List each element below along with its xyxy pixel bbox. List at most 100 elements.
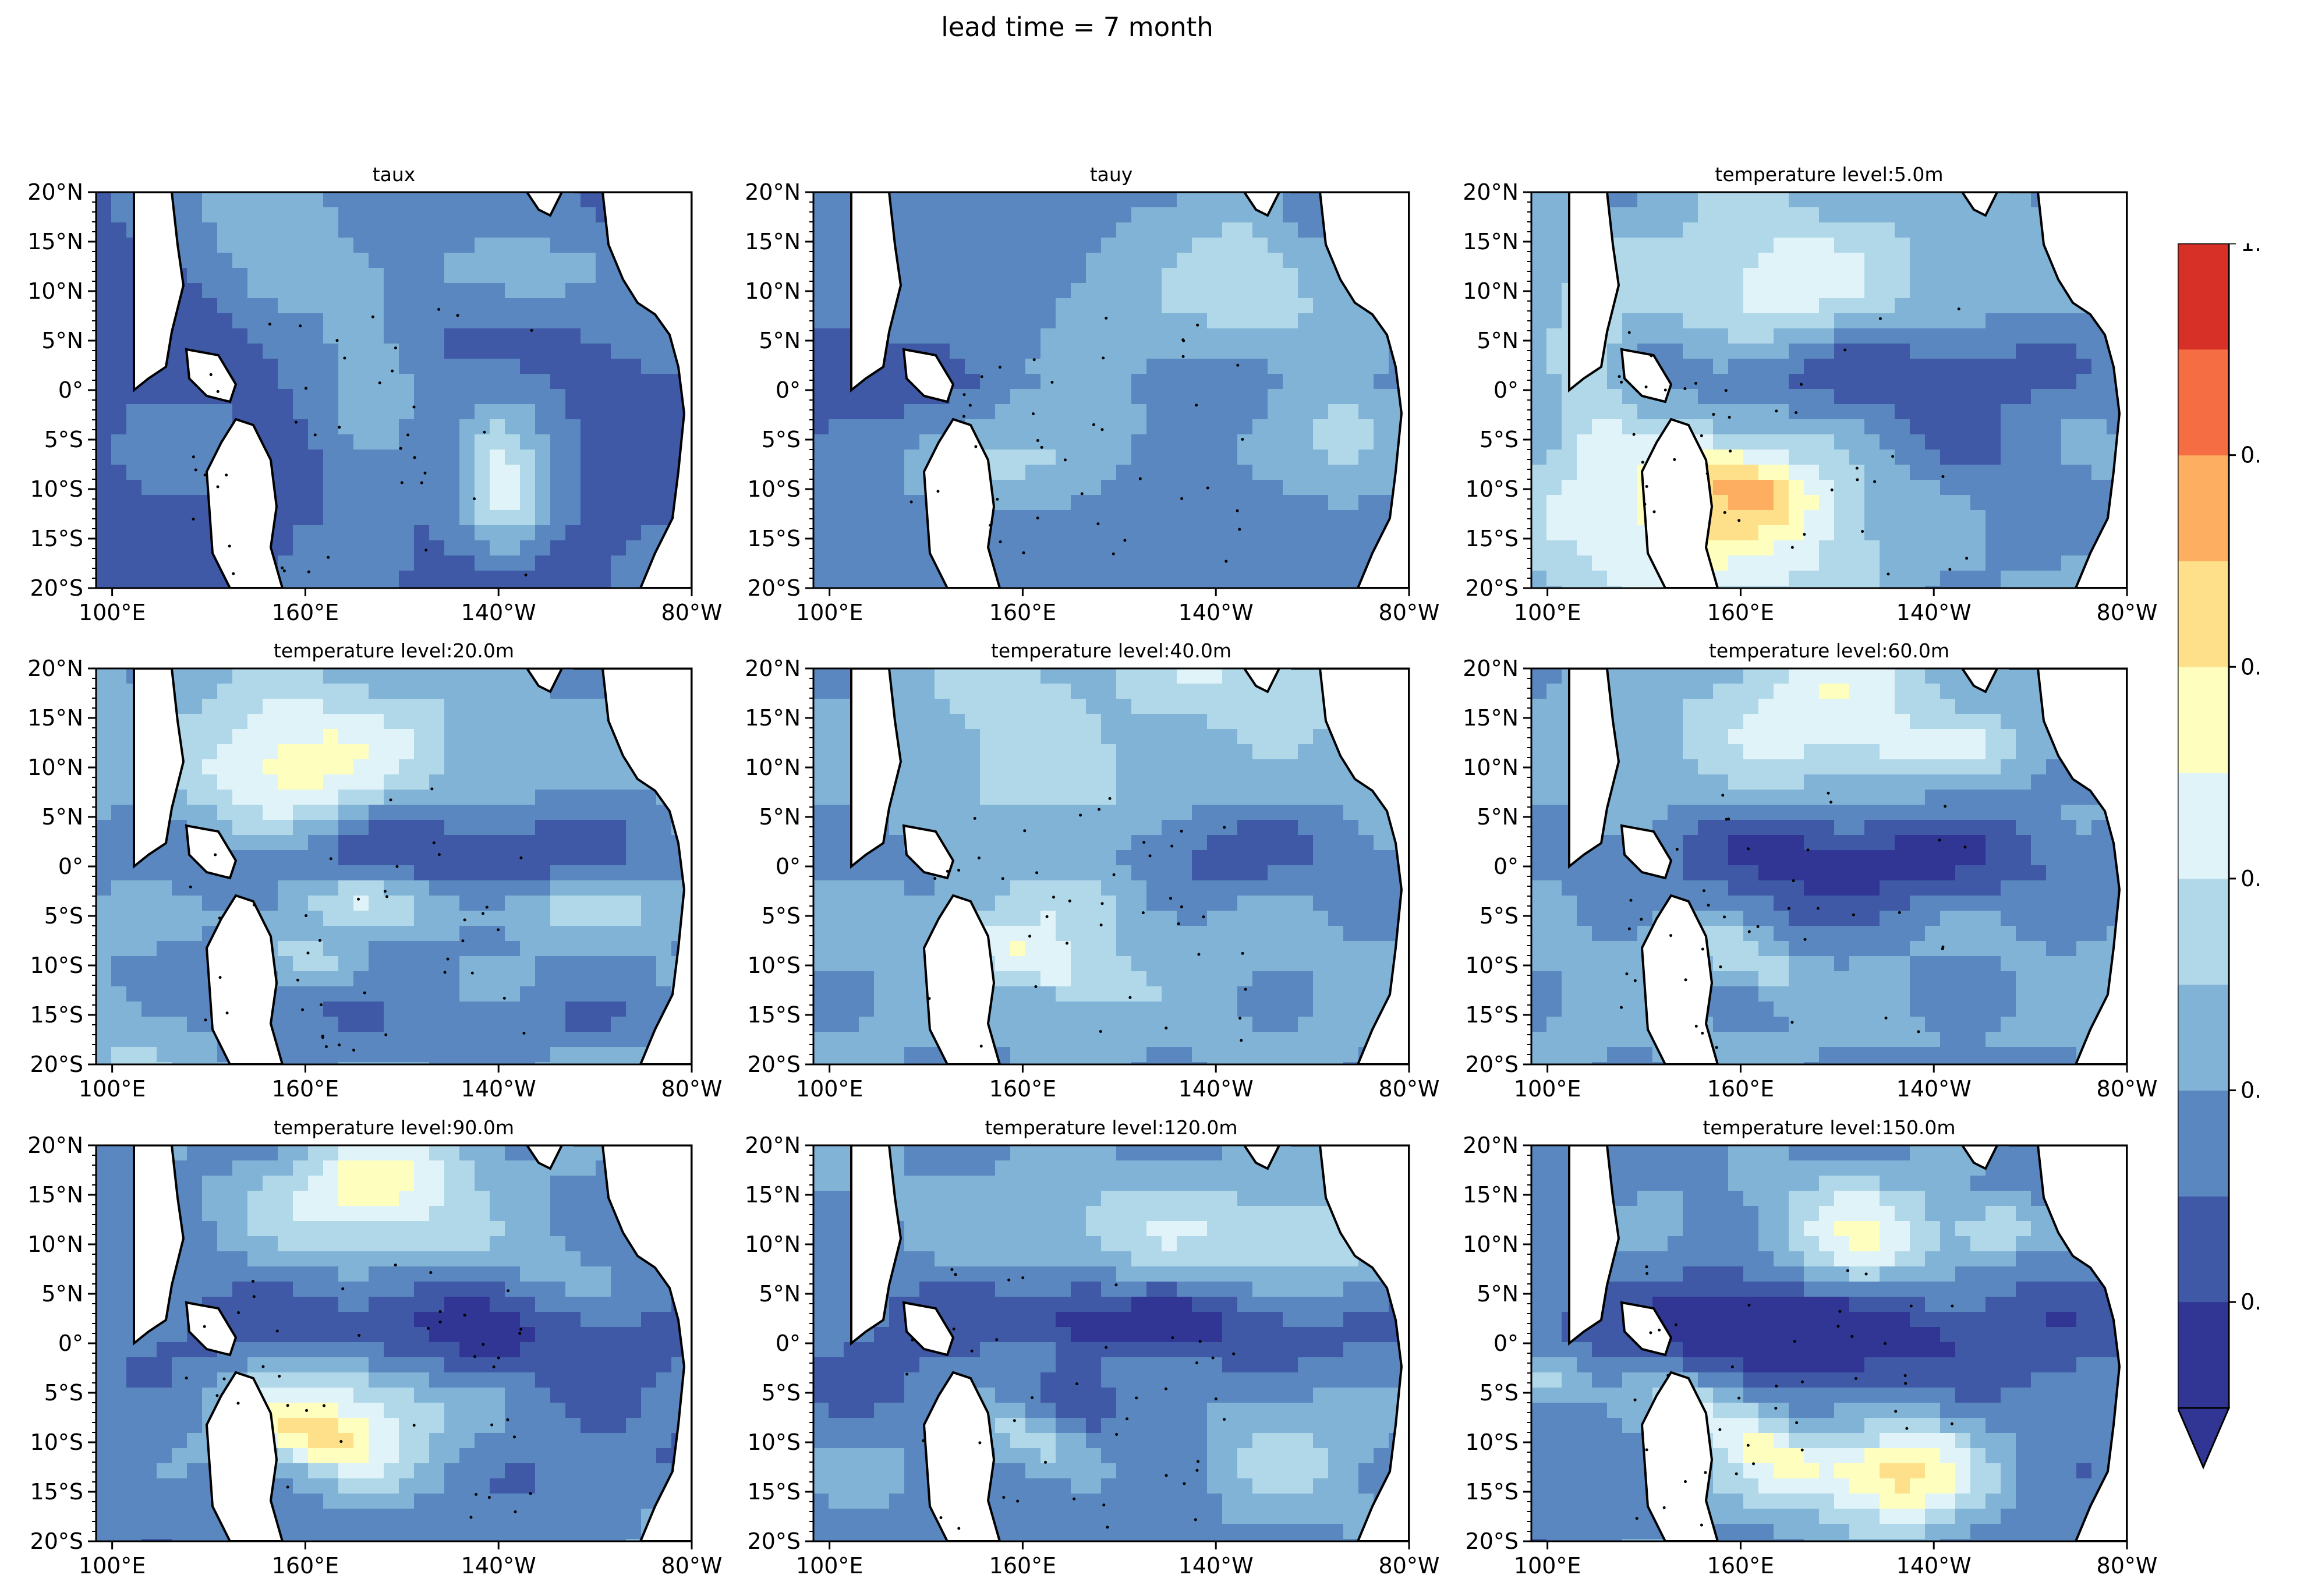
land-layer bbox=[133, 1145, 692, 1541]
island bbox=[1100, 902, 1104, 905]
island bbox=[1241, 438, 1244, 441]
island bbox=[1141, 911, 1145, 915]
island bbox=[1775, 409, 1778, 413]
y-tick-label: 15°N bbox=[1463, 229, 1519, 254]
island bbox=[911, 1338, 914, 1342]
colorbar-tick-label: 1.0 bbox=[2241, 243, 2259, 256]
island bbox=[1662, 1506, 1666, 1509]
landmass bbox=[850, 1145, 903, 1346]
island bbox=[519, 1328, 523, 1331]
island bbox=[512, 1435, 516, 1439]
island bbox=[1063, 458, 1067, 462]
island bbox=[305, 1409, 309, 1412]
island bbox=[1142, 841, 1146, 844]
island bbox=[429, 1271, 433, 1275]
island bbox=[1715, 1046, 1718, 1049]
island bbox=[1963, 845, 1967, 849]
island bbox=[950, 1268, 954, 1271]
island bbox=[1099, 1029, 1102, 1033]
y-tick-label: 20°N bbox=[1463, 179, 1519, 205]
island bbox=[977, 856, 981, 859]
x-tick-label: 140°W bbox=[1896, 1553, 1972, 1579]
y-tick-label: 5°N bbox=[41, 1281, 83, 1307]
island bbox=[1864, 1272, 1868, 1276]
island bbox=[1065, 942, 1068, 945]
island bbox=[1105, 1346, 1108, 1349]
landmass bbox=[902, 1301, 955, 1357]
landmass bbox=[1243, 1145, 1281, 1170]
island bbox=[1211, 1356, 1215, 1360]
island bbox=[1106, 1526, 1109, 1529]
island bbox=[1965, 557, 1969, 560]
colorbar-extend bbox=[2176, 1407, 2231, 1470]
x-tick-label: 100°E bbox=[1514, 600, 1581, 625]
y-tick-label: 5°S bbox=[44, 427, 83, 452]
landmass bbox=[922, 894, 1001, 1064]
y-tick-label: 5°S bbox=[1480, 427, 1519, 452]
island bbox=[1180, 497, 1184, 500]
island bbox=[1105, 316, 1108, 320]
y-tick-label: 10°N bbox=[1463, 278, 1519, 304]
island bbox=[1674, 1323, 1677, 1326]
landmass bbox=[525, 1145, 564, 1170]
landmass bbox=[1640, 1371, 1719, 1541]
island bbox=[209, 373, 213, 376]
y-tick-label: 5°N bbox=[759, 328, 801, 353]
island bbox=[1747, 930, 1751, 933]
island bbox=[1792, 879, 1795, 882]
island bbox=[1957, 307, 1960, 311]
y-tick-label: 5°S bbox=[762, 427, 801, 452]
island bbox=[278, 1374, 281, 1378]
field-layer bbox=[96, 192, 692, 588]
y-tick-label: 5°N bbox=[759, 1281, 801, 1307]
y-tick-label: 10°N bbox=[27, 1231, 83, 1257]
island bbox=[225, 473, 228, 477]
x-tick-label: 100°E bbox=[1514, 1076, 1581, 1102]
island bbox=[412, 1424, 416, 1427]
island bbox=[1803, 937, 1807, 941]
y-tick-label: 15°N bbox=[1463, 1182, 1519, 1208]
island bbox=[1635, 1517, 1638, 1520]
colorbar-tick-label: 0.0 bbox=[2241, 1289, 2259, 1315]
island bbox=[1182, 339, 1185, 342]
island bbox=[420, 481, 423, 484]
y-tick-label: 15°N bbox=[27, 229, 83, 254]
panel-title: tauy bbox=[1089, 163, 1133, 186]
island bbox=[1236, 509, 1239, 512]
y-tick-label: 0° bbox=[58, 377, 83, 403]
island bbox=[185, 1376, 188, 1380]
island bbox=[490, 1423, 494, 1427]
island bbox=[497, 928, 500, 932]
y-tick-label: 0° bbox=[776, 1330, 801, 1356]
island bbox=[322, 1404, 325, 1407]
island bbox=[1664, 388, 1667, 392]
island bbox=[438, 1320, 442, 1323]
island bbox=[487, 1496, 491, 1499]
island bbox=[1774, 1406, 1778, 1410]
landmass bbox=[1243, 192, 1281, 217]
island bbox=[996, 497, 999, 501]
panel-title: temperature level:150.0m bbox=[1703, 1116, 1956, 1139]
island bbox=[236, 1402, 240, 1405]
island bbox=[1023, 829, 1027, 833]
island bbox=[1793, 1340, 1796, 1343]
island bbox=[1036, 516, 1039, 520]
landmass bbox=[574, 1145, 692, 1541]
island bbox=[318, 939, 321, 942]
y-tick-label: 15°S bbox=[748, 526, 801, 551]
landmass bbox=[574, 192, 692, 588]
island bbox=[1729, 450, 1732, 453]
island bbox=[1096, 522, 1100, 526]
island bbox=[936, 490, 940, 493]
y-tick-label: 5°N bbox=[1477, 804, 1519, 830]
y-tick-label: 20°N bbox=[745, 656, 801, 681]
island bbox=[1165, 1474, 1168, 1477]
y-tick-label: 20°N bbox=[1463, 656, 1519, 681]
landmass bbox=[133, 668, 185, 869]
field-layer bbox=[1531, 1145, 2127, 1541]
x-tick-label: 160°E bbox=[989, 1076, 1057, 1102]
